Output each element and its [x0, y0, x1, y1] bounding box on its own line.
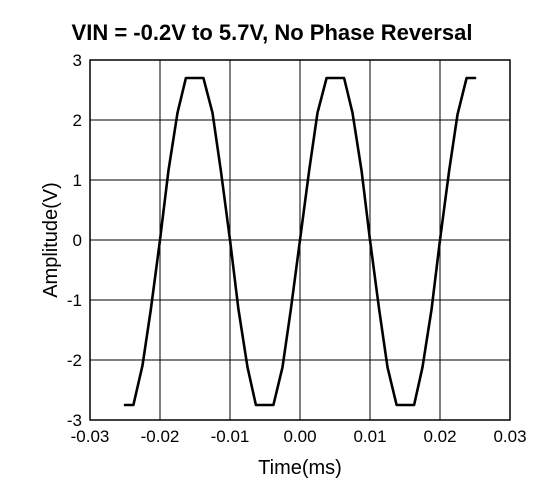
y-tick-label: -2 — [67, 351, 82, 370]
chart-title: VIN = -0.2V to 5.7V, No Phase Reversal — [72, 20, 473, 45]
x-tick-label: -0.03 — [71, 427, 110, 446]
x-tick-label: 0.01 — [353, 427, 386, 446]
x-axis-label: Time(ms) — [258, 457, 342, 479]
series-line — [123, 76, 477, 407]
y-axis-label: Amplitude(V) — [40, 182, 62, 298]
y-tick-label: 0 — [73, 231, 82, 250]
y-tick-label: 2 — [73, 111, 82, 130]
y-tick-labels: 3 2 1 0 -1 -2 -3 — [67, 51, 82, 430]
y-tick-label: 3 — [73, 51, 82, 70]
trace-layer — [123, 76, 477, 407]
x-tick-label: 0.00 — [283, 427, 316, 446]
x-tick-labels: -0.03 -0.02 -0.01 0.00 0.01 0.02 0.03 — [71, 427, 527, 446]
x-tick-label: -0.02 — [141, 427, 180, 446]
x-tick-label: -0.01 — [211, 427, 250, 446]
plot-frame — [89, 59, 511, 421]
x-tick-label: 0.02 — [423, 427, 456, 446]
y-tick-label: -3 — [67, 411, 82, 430]
y-tick-label: -1 — [67, 291, 82, 310]
x-tick-label: 0.03 — [493, 427, 526, 446]
y-tick-label: 1 — [73, 171, 82, 190]
